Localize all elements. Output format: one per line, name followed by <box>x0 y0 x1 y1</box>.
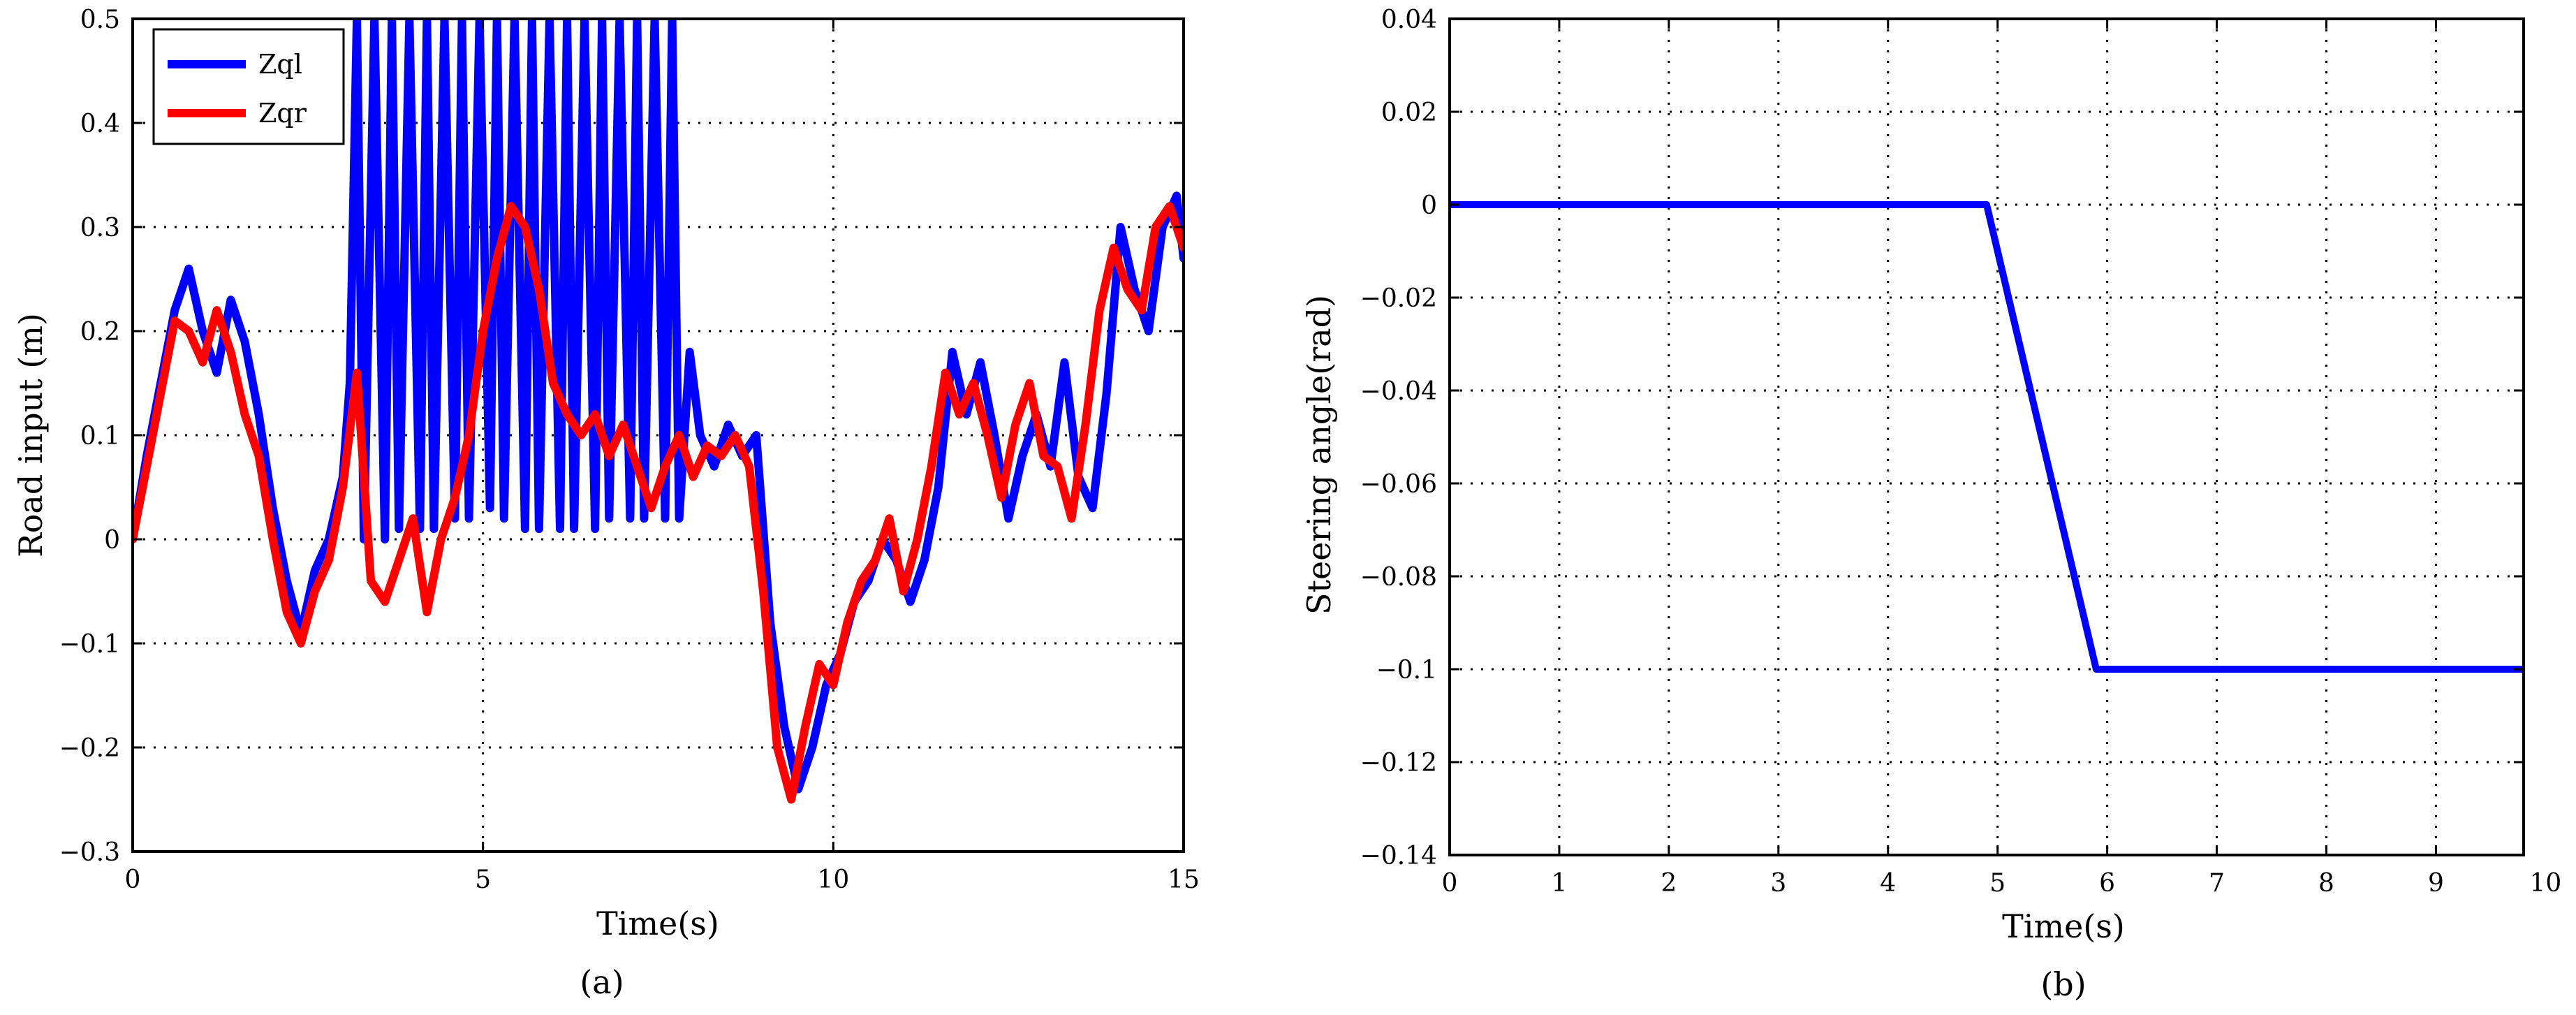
x-tick-label: 6 <box>2099 869 2115 898</box>
plot-area-b <box>1450 19 2524 855</box>
series-group-a <box>133 19 1184 804</box>
axes-frame-b <box>1448 17 2525 856</box>
series-group-b <box>1450 201 2524 673</box>
caption-a: (a) <box>580 963 624 1001</box>
ticks-b: 0 1 2 3 4 5 6 7 8 9 10 −0.14 −0.12 −0.1 −0.08 −0.06 −0.0… <box>1360 6 2562 898</box>
series-line-b-0 <box>1450 201 2524 673</box>
x-tick-label: 5 <box>1989 869 2005 898</box>
y-tick-label: 0.04 <box>1381 6 1437 34</box>
y-tick-label: −0.3 <box>59 838 120 867</box>
x-tick-label: 3 <box>1770 869 1786 898</box>
x-tick-label: 10 <box>2529 869 2561 898</box>
x-tick-label: 0 <box>1442 869 1458 898</box>
series-line-zqr <box>133 202 1184 804</box>
y-tick-label: 0.1 <box>80 422 120 451</box>
x-tick-label: 2 <box>1661 869 1677 898</box>
legend-label-zqr: Zqr <box>258 98 307 129</box>
x-tick-label: 4 <box>1880 869 1896 898</box>
legend-label-zql: Zql <box>258 49 302 80</box>
y-tick-label: 0.5 <box>80 6 120 34</box>
y-tick-label: 0.4 <box>80 110 120 138</box>
x-tick-label: 15 <box>1168 866 1200 894</box>
x-tick-label: 10 <box>817 866 849 894</box>
chart-b: 0 1 2 3 4 5 6 7 8 9 10 −0.14 −0.12 −0.1 −0.08 −0.06 −0.0… <box>1300 6 2561 1003</box>
y-tick-label: −0.02 <box>1360 284 1437 313</box>
caption-b: (b) <box>2040 965 2086 1003</box>
x-axis-label-a: Time(s) <box>596 905 719 942</box>
x-tick-label: 9 <box>2428 869 2444 898</box>
y-tick-label: −0.2 <box>59 734 120 763</box>
y-tick-label: 0.02 <box>1381 98 1437 127</box>
x-tick-label: 0 <box>125 866 141 894</box>
legend-box-a <box>152 28 345 145</box>
y-tick-label: −0.06 <box>1360 470 1437 499</box>
chart-a: 0 5 10 15 −0.3 −0.2 −0.1 0 0.1 0.2 0.3 0.4 0.5 Time(… <box>12 6 1200 1001</box>
x-tick-label: 7 <box>2209 869 2225 898</box>
y-tick-label: −0.08 <box>1360 563 1437 592</box>
y-tick-label: 0 <box>104 526 120 555</box>
x-tick-label: 1 <box>1551 869 1567 898</box>
y-axis-label-b: Steering angle(rad) <box>1300 295 1338 615</box>
y-axis-label-a: Road input (m) <box>12 313 50 557</box>
y-tick-label: −0.1 <box>59 630 120 659</box>
y-tick-label: 0 <box>1421 191 1437 220</box>
y-tick-label: 0.2 <box>80 318 120 346</box>
ticks-a: 0 5 10 15 −0.3 −0.2 −0.1 0 0.1 0.2 0.3 0.4 0.5 <box>59 6 1200 894</box>
y-tick-label: −0.12 <box>1360 749 1437 777</box>
x-tick-label: 8 <box>2318 869 2334 898</box>
legend-a: Zql Zqr <box>152 28 345 145</box>
x-axis-label-b: Time(s) <box>2002 907 2125 945</box>
y-tick-label: −0.14 <box>1360 842 1437 870</box>
x-tick-label: 5 <box>475 866 491 894</box>
y-tick-label: 0.3 <box>80 214 120 242</box>
y-tick-label: −0.04 <box>1360 377 1437 406</box>
y-tick-label: −0.1 <box>1376 656 1437 685</box>
